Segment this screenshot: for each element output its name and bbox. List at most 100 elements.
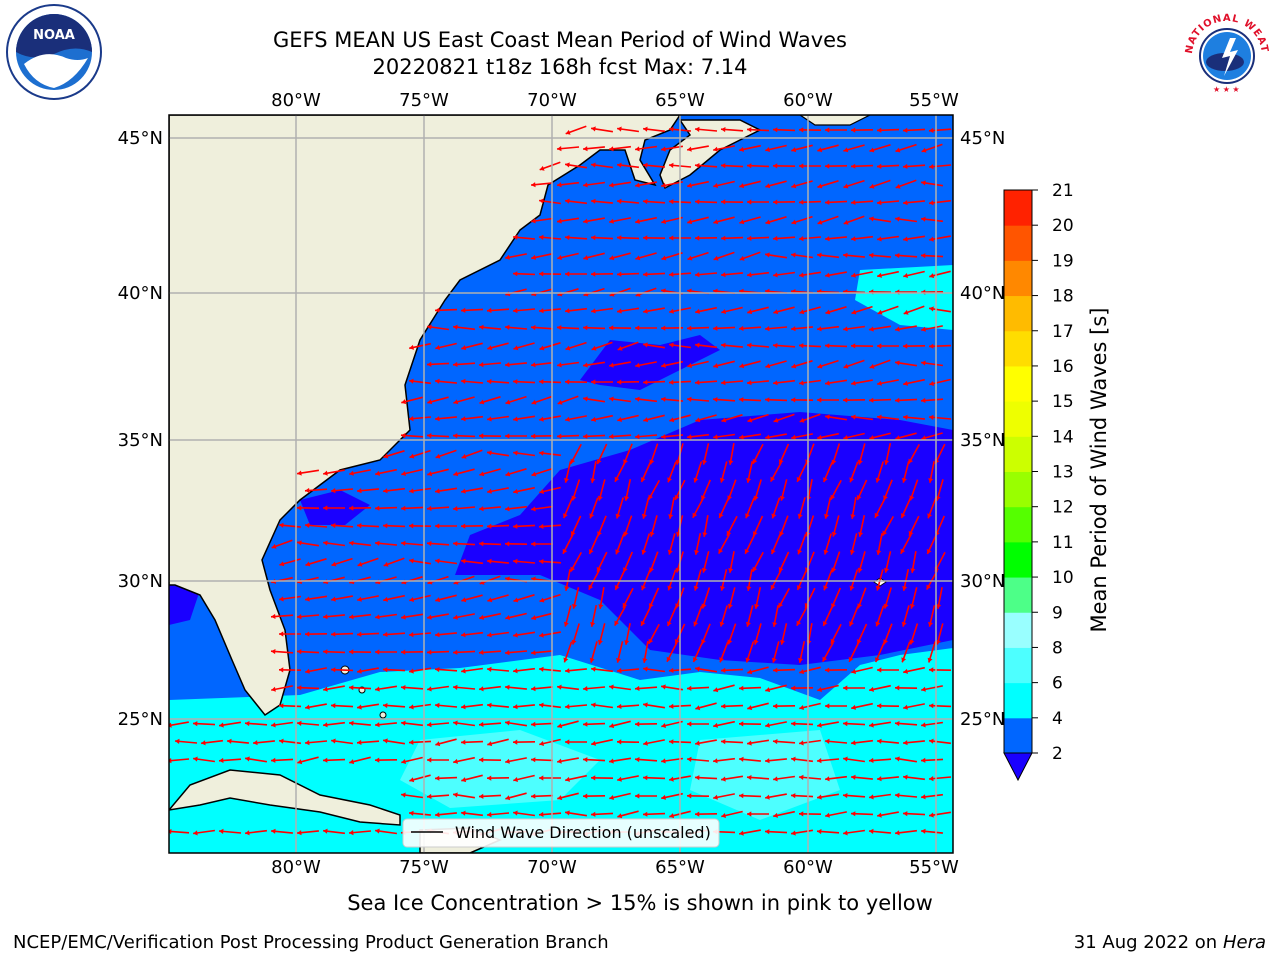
wave-arrow-head xyxy=(739,434,744,440)
wave-arrow-head xyxy=(843,363,849,369)
wave-arrow-head xyxy=(825,163,830,169)
wave-arrow-head xyxy=(817,326,822,332)
wave-arrow-head xyxy=(901,477,907,483)
wave-arrow-head xyxy=(667,621,672,627)
colorbar-tick-label: 11 xyxy=(1052,533,1074,553)
wave-arrow-head xyxy=(271,757,276,763)
wave-arrow-head xyxy=(453,720,458,726)
wave-arrow-head xyxy=(409,453,415,459)
wave-arrow-head xyxy=(461,704,466,710)
wave-arrow-head xyxy=(877,309,883,315)
wave-arrow-head xyxy=(824,514,829,519)
wave-arrow-head xyxy=(877,127,882,133)
wave-arrow-head xyxy=(640,620,646,626)
wave-arrow-head xyxy=(539,234,544,240)
wave-arrow-head xyxy=(661,434,666,440)
wave-arrow-head xyxy=(641,585,646,591)
wave-arrow-head xyxy=(869,435,875,441)
wave-arrow-head xyxy=(461,488,466,494)
wave-arrow-head xyxy=(461,632,466,638)
wave-arrow-head xyxy=(513,777,518,782)
colorbar-under-triangle xyxy=(1003,752,1033,782)
wave-arrow-head xyxy=(687,219,693,225)
wave-arrow-head xyxy=(505,324,510,330)
wave-arrow-head xyxy=(505,541,510,547)
wave-arrow-head xyxy=(479,362,484,368)
wave-arrow-head xyxy=(297,470,302,476)
wave-arrow-head xyxy=(583,325,588,331)
wave-arrow-head xyxy=(539,489,544,494)
wave-arrow-head xyxy=(383,488,388,494)
wave-arrow-head xyxy=(453,399,459,405)
wave-arrow-head xyxy=(571,639,577,645)
wave-arrow-head xyxy=(770,584,776,590)
wave-arrow-head xyxy=(643,342,648,348)
wave-arrow-head xyxy=(752,458,758,464)
wave-arrow-head xyxy=(375,686,380,692)
footer-date-text: 31 Aug 2022 on xyxy=(1073,932,1218,953)
wave-arrow-head xyxy=(719,621,725,627)
wave-arrow-head xyxy=(661,794,666,800)
wave-arrow-head xyxy=(713,687,719,693)
wave-arrow-head xyxy=(778,602,783,608)
wave-arrow-head xyxy=(773,380,778,386)
wave-arrow-head xyxy=(921,147,927,153)
wave-arrow-head xyxy=(427,649,432,655)
wave-arrow-head xyxy=(747,380,752,386)
wave-arrow-head xyxy=(409,704,414,710)
wave-arrow-head xyxy=(773,127,778,133)
wave-arrow-head xyxy=(713,219,719,225)
ocean-period-under-2 xyxy=(455,412,953,665)
wave-arrow-head xyxy=(702,532,708,537)
wave-arrow-head xyxy=(752,566,758,572)
colorbar-swatch xyxy=(1004,506,1032,543)
wave-arrow-head xyxy=(921,757,926,763)
wave-arrow-head xyxy=(375,722,380,728)
wave-arrow-head xyxy=(875,621,881,627)
colorbar-swatch xyxy=(1004,260,1032,297)
wave-arrow-head xyxy=(531,721,536,727)
wave-arrow-head xyxy=(427,686,432,692)
wave-arrow-head xyxy=(895,326,900,332)
colorbar-swatch xyxy=(1004,471,1032,508)
wave-arrow-head xyxy=(929,414,934,420)
wave-arrow-head xyxy=(643,271,648,277)
nws-logo-icon: NATIONAL WEATHER SERVICE ★ ★ ★ xyxy=(1178,4,1273,100)
wave-arrow-head xyxy=(869,757,874,763)
lat-label: 35°N xyxy=(118,430,163,451)
lon-label: 55°W xyxy=(909,857,959,878)
wave-arrow-head xyxy=(642,658,648,663)
lat-label: 45°N xyxy=(118,128,163,149)
wave-arrow-head xyxy=(435,667,440,673)
wave-arrow-head xyxy=(747,342,752,348)
wave-arrow-head xyxy=(791,252,796,258)
wave-arrow-head xyxy=(728,568,734,573)
wave-arrow-head xyxy=(799,236,804,242)
colorbar-swatch xyxy=(1004,541,1032,578)
wave-arrow-head xyxy=(796,585,802,590)
colorbar-swatch xyxy=(1004,295,1032,332)
ocean-period-6-8-patch xyxy=(400,730,600,808)
wave-arrow-head xyxy=(279,703,284,709)
wave-arrow-head xyxy=(461,416,466,422)
wave-arrow-head xyxy=(557,255,562,260)
wave-arrow-head xyxy=(877,703,882,709)
wave-arrow-head xyxy=(747,163,752,169)
wave-arrow-head xyxy=(565,308,570,314)
wave-arrow-head xyxy=(791,147,797,153)
lat-label: 35°N xyxy=(960,430,1005,451)
wave-arrow-head xyxy=(539,308,544,314)
wave-arrow-head xyxy=(622,602,628,608)
wave-arrow-head xyxy=(591,416,596,422)
wave-arrow-head xyxy=(557,758,562,764)
wave-arrow-head xyxy=(791,397,796,403)
wave-arrow-head xyxy=(461,523,466,529)
wave-arrow-head xyxy=(588,549,594,554)
wave-arrow-head xyxy=(851,774,856,780)
wave-arrow-head xyxy=(718,548,723,554)
wave-arrow-head xyxy=(617,235,622,241)
wave-arrow-head xyxy=(565,345,571,351)
wave-arrow-head xyxy=(910,568,916,573)
wave-arrow-head xyxy=(513,632,518,638)
wave-arrow-head xyxy=(721,667,726,673)
